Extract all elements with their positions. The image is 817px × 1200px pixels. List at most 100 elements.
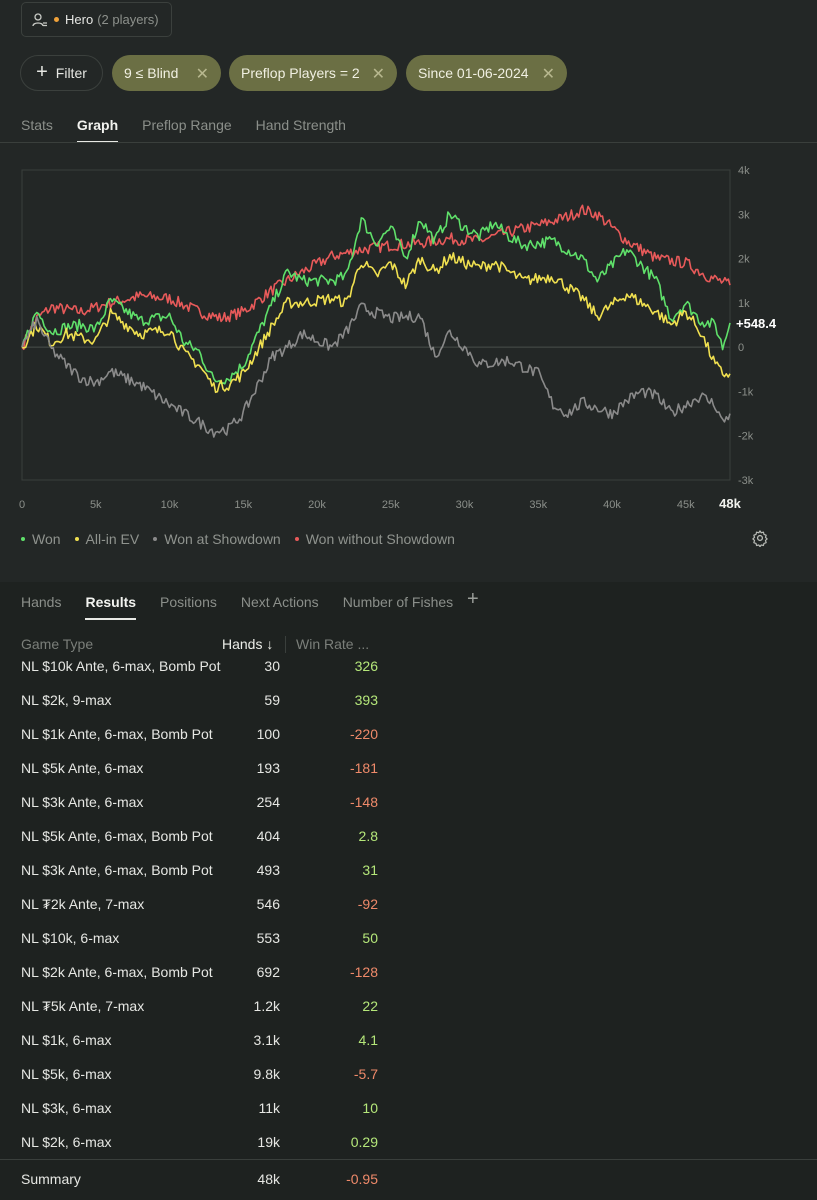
y-tick-label: 2k [738, 254, 750, 266]
player-count: (2 players) [97, 12, 159, 27]
cell-hands: 59 [264, 692, 280, 708]
table-row[interactable]: NL $5k, 6-max 9.8k -5.7 [0, 1057, 817, 1091]
legend-item-won[interactable]: Won [21, 531, 61, 547]
add-filter-label: Filter [55, 65, 87, 81]
cell-game: NL $1k Ante, 6-max, Bomb Pot [21, 726, 213, 742]
cell-win-rate: -148 [349, 794, 378, 810]
legend-dot [153, 537, 158, 541]
add-tab-button[interactable]: + [467, 588, 479, 610]
table-row[interactable]: NL $3k Ante, 6-max, Bomb Pot 493 31 [0, 853, 817, 887]
bottom-tabs: Hands Results Positions Next Actions Num… [21, 594, 477, 620]
cell-hands: 254 [256, 794, 280, 810]
table-row[interactable]: NL $5k Ante, 6-max, Bomb Pot 404 2.8 [0, 819, 817, 853]
cell-game: NL $1k, 6-max [21, 1032, 112, 1048]
table-row[interactable]: NL $10k, 6-max 553 50 [0, 921, 817, 955]
cell-game: NL $2k Ante, 6-max, Bomb Pot [21, 964, 213, 980]
table-row[interactable]: NL ₮2k Ante, 7-max 546 -92 [0, 887, 817, 921]
player-selector[interactable]: Hero (2 players) [21, 2, 172, 37]
y-tick-label: -1k [738, 386, 754, 398]
legend-label: Won without Showdown [305, 531, 455, 547]
column-header-win-rate[interactable]: Win Rate ... [296, 636, 370, 652]
tab-graph[interactable]: Graph [76, 117, 119, 143]
cell-win-rate: 31 [362, 862, 378, 878]
legend-item-non-showdown[interactable]: Won without Showdown [294, 531, 455, 547]
table-row[interactable]: NL $3k, 6-max 11k 10 [0, 1091, 817, 1125]
table-row[interactable]: NL $5k Ante, 6-max 193 -181 [0, 751, 817, 785]
cell-win-rate: -128 [349, 964, 378, 980]
legend-item-allin-ev[interactable]: All-in EV [74, 531, 139, 547]
cell-win-rate: -5.7 [353, 1066, 378, 1082]
legend-label: Won at Showdown [164, 531, 281, 547]
tab-results[interactable]: Results [85, 594, 137, 620]
cell-game: NL ₮2k Ante, 7-max [21, 896, 145, 912]
player-name: Hero [65, 12, 94, 27]
table-row[interactable]: NL ₮5k Ante, 7-max 1.2k 22 [0, 989, 817, 1023]
cell-game: NL $5k Ante, 6-max, Bomb Pot [21, 828, 213, 844]
summary-hands: 48k [257, 1171, 280, 1187]
legend-dot [21, 537, 25, 541]
status-dot [54, 17, 59, 22]
cell-win-rate: 50 [362, 930, 378, 946]
tabs-divider [0, 142, 817, 143]
cell-hands: 553 [256, 930, 280, 946]
tab-next-actions[interactable]: Next Actions [240, 594, 319, 610]
series-line [21, 211, 731, 385]
table-row[interactable]: NL $2k, 6-max 19k 0.29 [0, 1125, 817, 1158]
filter-pill-date[interactable]: Since 01-06-2024 ✕ [406, 55, 567, 91]
tab-positions[interactable]: Positions [160, 594, 217, 610]
x-tick-label: 10k [161, 499, 179, 511]
x-tick-label: 35k [529, 499, 547, 511]
cell-game: NL $5k Ante, 6-max [21, 760, 144, 776]
table-row[interactable]: NL $3k Ante, 6-max 254 -148 [0, 785, 817, 819]
table-row[interactable]: NL $1k Ante, 6-max, Bomb Pot 100 -220 [0, 717, 817, 751]
top-tabs: Stats Graph Preflop Range Hand Strength [21, 117, 370, 143]
table-row[interactable]: NL $1k, 6-max 3.1k 4.1 [0, 1023, 817, 1057]
close-icon[interactable]: ✕ [371, 66, 385, 83]
table-row[interactable]: NL $2k Ante, 6-max, Bomb Pot 692 -128 [0, 955, 817, 989]
tab-preflop-range[interactable]: Preflop Range [142, 117, 232, 133]
top-panel [0, 0, 817, 582]
y-tick-label: 1k [738, 298, 750, 310]
x-tick-label: 20k [308, 499, 326, 511]
cell-win-rate: -92 [357, 896, 378, 912]
close-icon[interactable]: ✕ [541, 66, 555, 83]
tab-stats[interactable]: Stats [21, 117, 53, 133]
tab-hands[interactable]: Hands [21, 594, 62, 610]
tab-number-of-fishes[interactable]: Number of Fishes [342, 594, 454, 610]
results-table: NL $10k Ante, 6-max, Bomb Pot 30 326 NL $2… [0, 650, 817, 1158]
close-icon[interactable]: ✕ [195, 66, 209, 83]
table-row[interactable]: NL $10k Ante, 6-max, Bomb Pot 30 326 [0, 650, 817, 683]
add-filter-button[interactable]: + Filter [20, 55, 103, 91]
column-header-hands[interactable]: Hands ↓ [222, 636, 274, 652]
cell-hands: 30 [264, 658, 280, 674]
cell-win-rate: -181 [349, 760, 378, 776]
column-header-game-type[interactable]: Game Type [21, 636, 94, 652]
chart-legend: Won All-in EV Won at Showdown Won withou… [21, 531, 455, 547]
cell-game: NL ₮5k Ante, 7-max [21, 998, 145, 1014]
table-row[interactable]: NL $2k, 9-max 59 393 [0, 683, 817, 717]
cell-win-rate: 4.1 [358, 1032, 378, 1048]
cell-hands: 692 [256, 964, 280, 980]
filter-pill-players[interactable]: Preflop Players = 2 ✕ [229, 55, 397, 91]
plot-frame [21, 169, 731, 481]
filter-pill-blind[interactable]: 9 ≤ Blind ✕ [112, 55, 221, 91]
legend-dot [74, 537, 79, 541]
legend-label: Won [32, 531, 61, 547]
summary-label: Summary [21, 1171, 81, 1187]
cell-win-rate: -220 [349, 726, 378, 742]
legend-item-showdown[interactable]: Won at Showdown [153, 531, 281, 547]
cell-hands: 11k [258, 1100, 280, 1116]
summary-row: Summary 48k -0.95 [0, 1159, 817, 1200]
x-tick-label: 25k [382, 499, 400, 511]
cell-hands: 493 [256, 862, 280, 878]
current-value-label: +548.4 [736, 316, 777, 331]
tab-hand-strength[interactable]: Hand Strength [255, 117, 346, 133]
plus-icon: + [36, 61, 48, 83]
settings-gear-icon[interactable] [751, 529, 769, 547]
cell-win-rate: 0.29 [350, 1134, 378, 1150]
summary-win-rate: -0.95 [346, 1171, 378, 1187]
cell-hands: 1.2k [253, 998, 280, 1014]
x-tick-label: 5k [90, 499, 102, 511]
y-tick-label: 3k [738, 209, 750, 221]
cell-game: NL $10k, 6-max [21, 930, 120, 946]
